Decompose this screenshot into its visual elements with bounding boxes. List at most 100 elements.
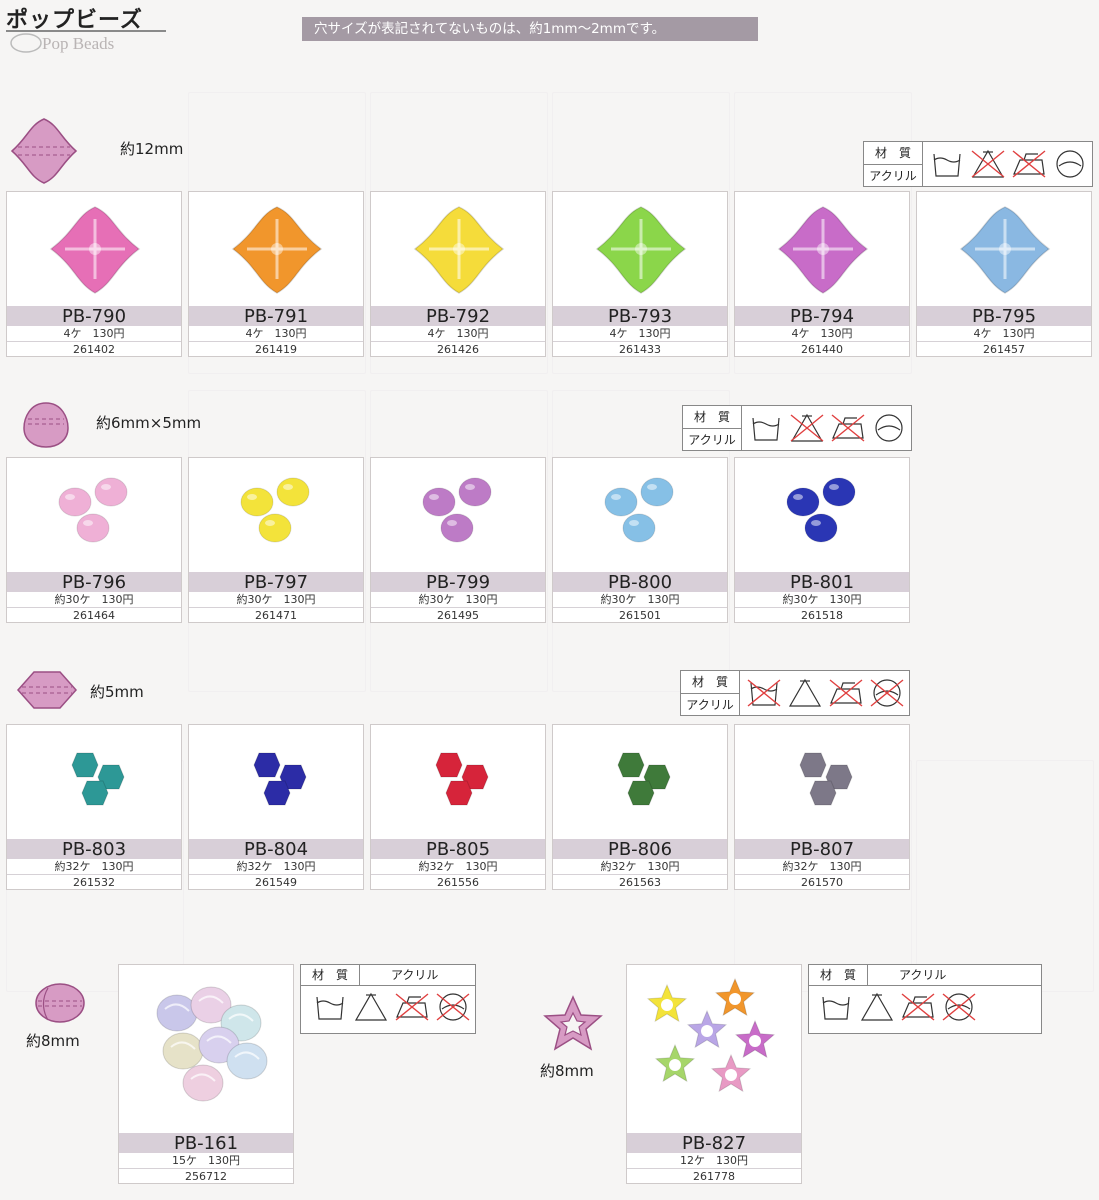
product-quantity-price: 4ケ 130円: [917, 326, 1091, 342]
iron-crossed-icon: [901, 993, 935, 1021]
size-label: 約12mm: [120, 140, 184, 158]
bead-photo: [799, 752, 853, 806]
material-value: アクリル: [899, 968, 947, 982]
product-jan-code: 261440: [801, 343, 843, 356]
product-card[interactable]: PB-803 約32ケ 130円 261532: [6, 724, 182, 890]
product-image: [627, 965, 801, 1133]
wash-crossed-icon: [747, 679, 781, 707]
pot-40-icon: [933, 153, 961, 177]
bead-photo: [604, 477, 674, 543]
product-jan-code: 261457: [983, 343, 1025, 356]
star-bead-shape-icon: [543, 995, 603, 1051]
product-quantity-price: 約30ケ 130円: [189, 592, 363, 608]
product-quantity-price: 約32ケ 130円: [371, 859, 545, 875]
dry-clean-icon: [875, 414, 903, 442]
product-card[interactable]: PB-807 約32ケ 130円 261570: [734, 724, 910, 890]
product-card[interactable]: PB-800 約30ケ 130円 261501: [552, 457, 728, 623]
product-image: [7, 458, 181, 572]
product-image: [7, 725, 181, 839]
product-card[interactable]: PB-797 約30ケ 130円 261471: [188, 457, 364, 623]
product-jan-code: 261495: [437, 609, 479, 622]
material-value: アクリル: [869, 169, 917, 183]
product-code: PB-796: [7, 572, 181, 593]
product-code: PB-827: [627, 1133, 801, 1154]
product-card[interactable]: PB-801 約30ケ 130円 261518: [734, 457, 910, 623]
product-quantity-price: 4ケ 130円: [189, 326, 363, 342]
material-label: 材 質: [819, 968, 856, 982]
material-care-box: 材 質 アクリル: [300, 964, 476, 1034]
product-card[interactable]: PB-827 12ケ 130円 261778: [626, 964, 802, 1184]
dry-clean-crossed-icon: [436, 993, 470, 1021]
bead-photo: [786, 477, 856, 543]
product-card[interactable]: PB-790 4ケ 130円 261402: [6, 191, 182, 357]
care-icons: [817, 991, 978, 1023]
product-image: [917, 192, 1091, 306]
material-care-box: 材 質 アクリル: [808, 964, 1042, 1034]
size-label: 約8mm: [540, 1062, 594, 1080]
product-card[interactable]: PB-791 4ケ 130円 261419: [188, 191, 364, 357]
bead-photo: [240, 477, 310, 543]
product-card[interactable]: PB-792 4ケ 130円 261426: [370, 191, 546, 357]
logo-ring-icon: [10, 33, 42, 53]
iron-crossed-icon: [395, 993, 429, 1021]
product-card[interactable]: PB-806 約32ケ 130円 261563: [552, 724, 728, 890]
product-card[interactable]: PB-805 約32ケ 130円 261556: [370, 724, 546, 890]
product-quantity-price: 約32ケ 130円: [553, 859, 727, 875]
page-subtitle: Pop Beads: [42, 34, 115, 53]
drop-bead-shape-icon: [23, 402, 69, 448]
product-jan-code: 261778: [693, 1170, 735, 1183]
product-jan-code: 261549: [255, 876, 297, 889]
product-jan-code: 256712: [185, 1170, 227, 1183]
nugget-bead-shape-icon: [35, 983, 85, 1023]
product-quantity-price: 約32ケ 130円: [735, 859, 909, 875]
bead-photo: [231, 206, 323, 294]
dry-clean-icon: [1056, 150, 1084, 178]
bead-photo: [435, 752, 489, 806]
product-card[interactable]: PB-793 4ケ 130円 261433: [552, 191, 728, 357]
product-quantity-price: 4ケ 130円: [371, 326, 545, 342]
material-care-box: 材 質 アクリル: [863, 141, 1093, 187]
product-image: [735, 725, 909, 839]
product-code: PB-161: [119, 1133, 293, 1154]
chlorine-bleach-icon: [788, 678, 822, 707]
product-quantity-price: 約30ケ 130円: [371, 592, 545, 608]
product-image: [553, 192, 727, 306]
hand-wash-30-icon: [822, 996, 850, 1020]
product-card[interactable]: PB-796 約30ケ 130円 261464: [6, 457, 182, 623]
chlorine-bleach-crossed-icon: [971, 149, 1005, 178]
product-quantity-price: 約30ケ 130円: [553, 592, 727, 608]
product-code: PB-801: [735, 572, 909, 593]
product-code: PB-795: [917, 306, 1091, 327]
product-image: [371, 725, 545, 839]
title-rule: [6, 30, 166, 32]
iron-crossed-icon: [829, 679, 863, 707]
product-quantity-price: 4ケ 130円: [735, 326, 909, 342]
product-card[interactable]: PB-794 4ケ 130円 261440: [734, 191, 910, 357]
iron-crossed-icon: [831, 414, 865, 442]
pot-40-icon: [316, 996, 344, 1020]
product-jan-code: 261402: [73, 343, 115, 356]
product-card[interactable]: PB-804 約32ケ 130円 261549: [188, 724, 364, 890]
product-card[interactable]: PB-795 4ケ 130円 261457: [916, 191, 1092, 357]
product-jan-code: 261426: [437, 343, 479, 356]
product-jan-code: 261570: [801, 876, 843, 889]
product-image: [371, 192, 545, 306]
product-code: PB-807: [735, 839, 909, 860]
bead-photo: [617, 752, 671, 806]
material-value: アクリル: [391, 968, 439, 982]
bead-photo: [422, 477, 492, 543]
material-value: アクリル: [688, 433, 736, 447]
bead-photo: [959, 206, 1051, 294]
bead-photo: [49, 206, 141, 294]
product-jan-code: 261501: [619, 609, 661, 622]
dry-clean-crossed-icon: [942, 993, 976, 1021]
product-jan-code: 261419: [255, 343, 297, 356]
product-code: PB-803: [7, 839, 181, 860]
hole-size-notice: 穴サイズが表記されてないものは、約1mm～2mmです。: [302, 17, 758, 41]
bead-photo: [777, 206, 869, 294]
product-card[interactable]: PB-799 約30ケ 130円 261495: [370, 457, 546, 623]
product-card[interactable]: PB-161 15ケ 130円 256712: [118, 964, 294, 1184]
product-quantity-price: 約32ケ 130円: [7, 859, 181, 875]
size-label: 約5mm: [90, 683, 144, 701]
product-jan-code: 261518: [801, 609, 843, 622]
